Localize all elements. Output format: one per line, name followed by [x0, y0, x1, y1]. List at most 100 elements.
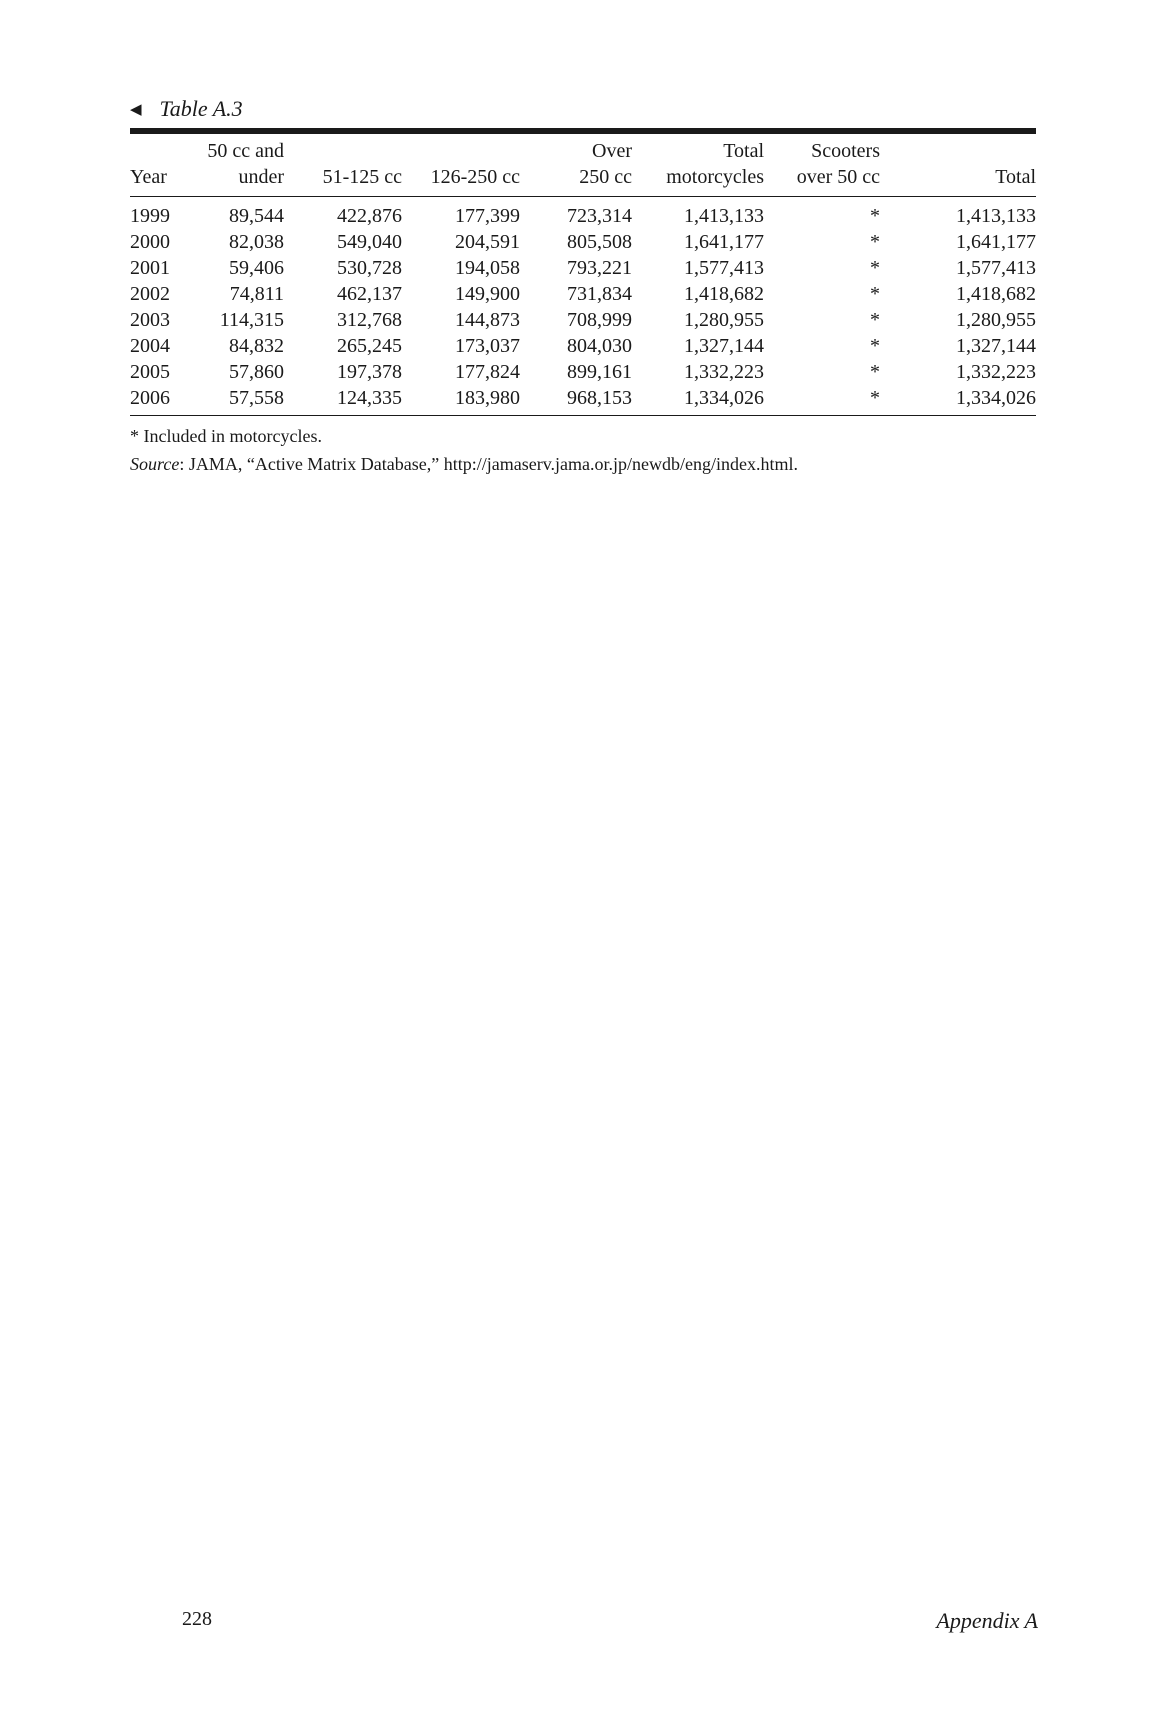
running-footer: Appendix A [936, 1608, 1038, 1633]
table-cell: 899,161 [567, 361, 632, 383]
header-line: Scooters [811, 140, 880, 162]
table-row: 2001 59,406 530,728 194,058 793,221 1,577,413… [130, 255, 1036, 281]
left-triangle-icon: ◀ [130, 101, 142, 118]
column-header: Over 250 cc [520, 136, 632, 197]
source-label: Source [130, 454, 180, 474]
top-rule [130, 128, 1036, 134]
table-cell: 462,137 [337, 283, 402, 305]
table-cell: 2003 [130, 309, 170, 331]
table-cell: 968,153 [520, 385, 632, 416]
table-cell: 2006 [130, 385, 192, 416]
table-cell: 731,834 [567, 283, 632, 305]
table-cell: 1,332,223 [956, 361, 1036, 383]
table-cell: 1,280,955 [956, 309, 1036, 331]
table-cell: 1,641,177 [684, 231, 764, 253]
column-header: Total [880, 136, 1036, 197]
source-note: Source: JAMA, “Active Matrix Database,” … [130, 454, 798, 475]
table-cell: 1,413,133 [684, 205, 764, 227]
column-header: 126-250 cc [402, 136, 520, 197]
header-line: Year [130, 166, 167, 188]
header-line: motorcycles [666, 166, 764, 188]
column-header: 50 cc and under [192, 136, 284, 197]
header-line [515, 140, 520, 162]
table-row: 2005 57,860 197,378 177,824 899,161 1,332,223… [130, 359, 1036, 385]
table-cell: 173,037 [455, 335, 520, 357]
table-cell: 1,641,177 [956, 231, 1036, 253]
table-cell: 1,418,682 [684, 283, 764, 305]
data-table: Year 50 cc and under 51-125 cc 126-250 cc O… [130, 136, 1036, 416]
table-cell: 804,030 [567, 335, 632, 357]
table-cell: 1,577,413 [684, 257, 764, 279]
table-cell: 57,860 [229, 361, 284, 383]
header-line: Total [723, 140, 764, 162]
table-cell: 59,406 [229, 257, 284, 279]
table-cell: 2002 [130, 283, 170, 305]
table-cell: * [870, 309, 880, 331]
table-row: 2004 84,832 265,245 173,037 804,030 1,327,144… [130, 333, 1036, 359]
table-cell: 89,544 [229, 205, 284, 227]
table-caption: ◀ Table A.3 [130, 96, 243, 122]
footnote: * Included in motorcycles. [130, 426, 322, 446]
table-cell: 1,332,223 [684, 361, 764, 383]
table-cell: * [764, 385, 880, 416]
table-cell: * [870, 361, 880, 383]
table-cell: 422,876 [337, 205, 402, 227]
table-cell: * [870, 283, 880, 305]
page-number: 228 [182, 1608, 212, 1630]
column-header: Year [130, 136, 192, 197]
table-cell: 82,038 [229, 231, 284, 253]
table-cell: * [870, 231, 880, 253]
column-header: Total motorcycles [632, 136, 764, 197]
table-cell: 177,399 [455, 205, 520, 227]
table-cell: 114,315 [219, 309, 284, 331]
table-cell: 530,728 [337, 257, 402, 279]
column-header: 51-125 cc [284, 136, 402, 197]
table-cell: 197,378 [337, 361, 402, 383]
table-cell: 2001 [130, 257, 170, 279]
table-cell: 1,413,133 [956, 205, 1036, 227]
table-cell: 2004 [130, 335, 170, 357]
table-row: 2003 114,315 312,768 144,873 708,999 1,280,95… [130, 307, 1036, 333]
header-line [130, 140, 135, 162]
table-cell: 183,980 [402, 385, 520, 416]
table-cell: 1,327,144 [684, 335, 764, 357]
table-cell: 1999 [130, 205, 170, 227]
table-cell: 265,245 [337, 335, 402, 357]
table-cell: 1,577,413 [956, 257, 1036, 279]
table-cell: * [870, 205, 880, 227]
table-cell: 1,280,955 [684, 309, 764, 331]
table-row: 2000 82,038 549,040 204,591 805,508 1,641,177… [130, 229, 1036, 255]
table-cell: 149,900 [455, 283, 520, 305]
table-cell: 1,334,026 [632, 385, 764, 416]
table-row: 2002 74,811 462,137 149,900 731,834 1,418,682… [130, 281, 1036, 307]
header-line: 50 cc and [207, 140, 284, 162]
table-cell: 793,221 [567, 257, 632, 279]
table-cell: 204,591 [455, 231, 520, 253]
table-cell: 144,873 [455, 309, 520, 331]
table-cell: 124,335 [284, 385, 402, 416]
table-cell: 312,768 [337, 309, 402, 331]
table-cell: 194,058 [455, 257, 520, 279]
header-line [1031, 140, 1036, 162]
column-header: Scooters over 50 cc [764, 136, 880, 197]
header-line: 250 cc [579, 166, 632, 188]
header-line: 126-250 cc [430, 166, 520, 188]
header-line: Total [995, 166, 1036, 188]
table-cell: 2000 [130, 231, 170, 253]
table-cell: 723,314 [567, 205, 632, 227]
table-cell: * [870, 257, 880, 279]
table-cell: 84,832 [229, 335, 284, 357]
table-title: Table A.3 [159, 96, 243, 121]
table-cell: 74,811 [229, 283, 284, 305]
table-cell: 1,327,144 [956, 335, 1036, 357]
table-cell: 1,334,026 [880, 385, 1036, 416]
table-cell: 57,558 [192, 385, 284, 416]
table-row: 1999 89,544 422,876 177,399 723,314 1,413,133… [130, 197, 1036, 230]
table-cell: 549,040 [337, 231, 402, 253]
table-cell: 1,418,682 [956, 283, 1036, 305]
table-cell: 177,824 [455, 361, 520, 383]
table-cell: 2005 [130, 361, 170, 383]
table-cell: * [870, 335, 880, 357]
header-line [397, 140, 402, 162]
table-cell: 805,508 [567, 231, 632, 253]
